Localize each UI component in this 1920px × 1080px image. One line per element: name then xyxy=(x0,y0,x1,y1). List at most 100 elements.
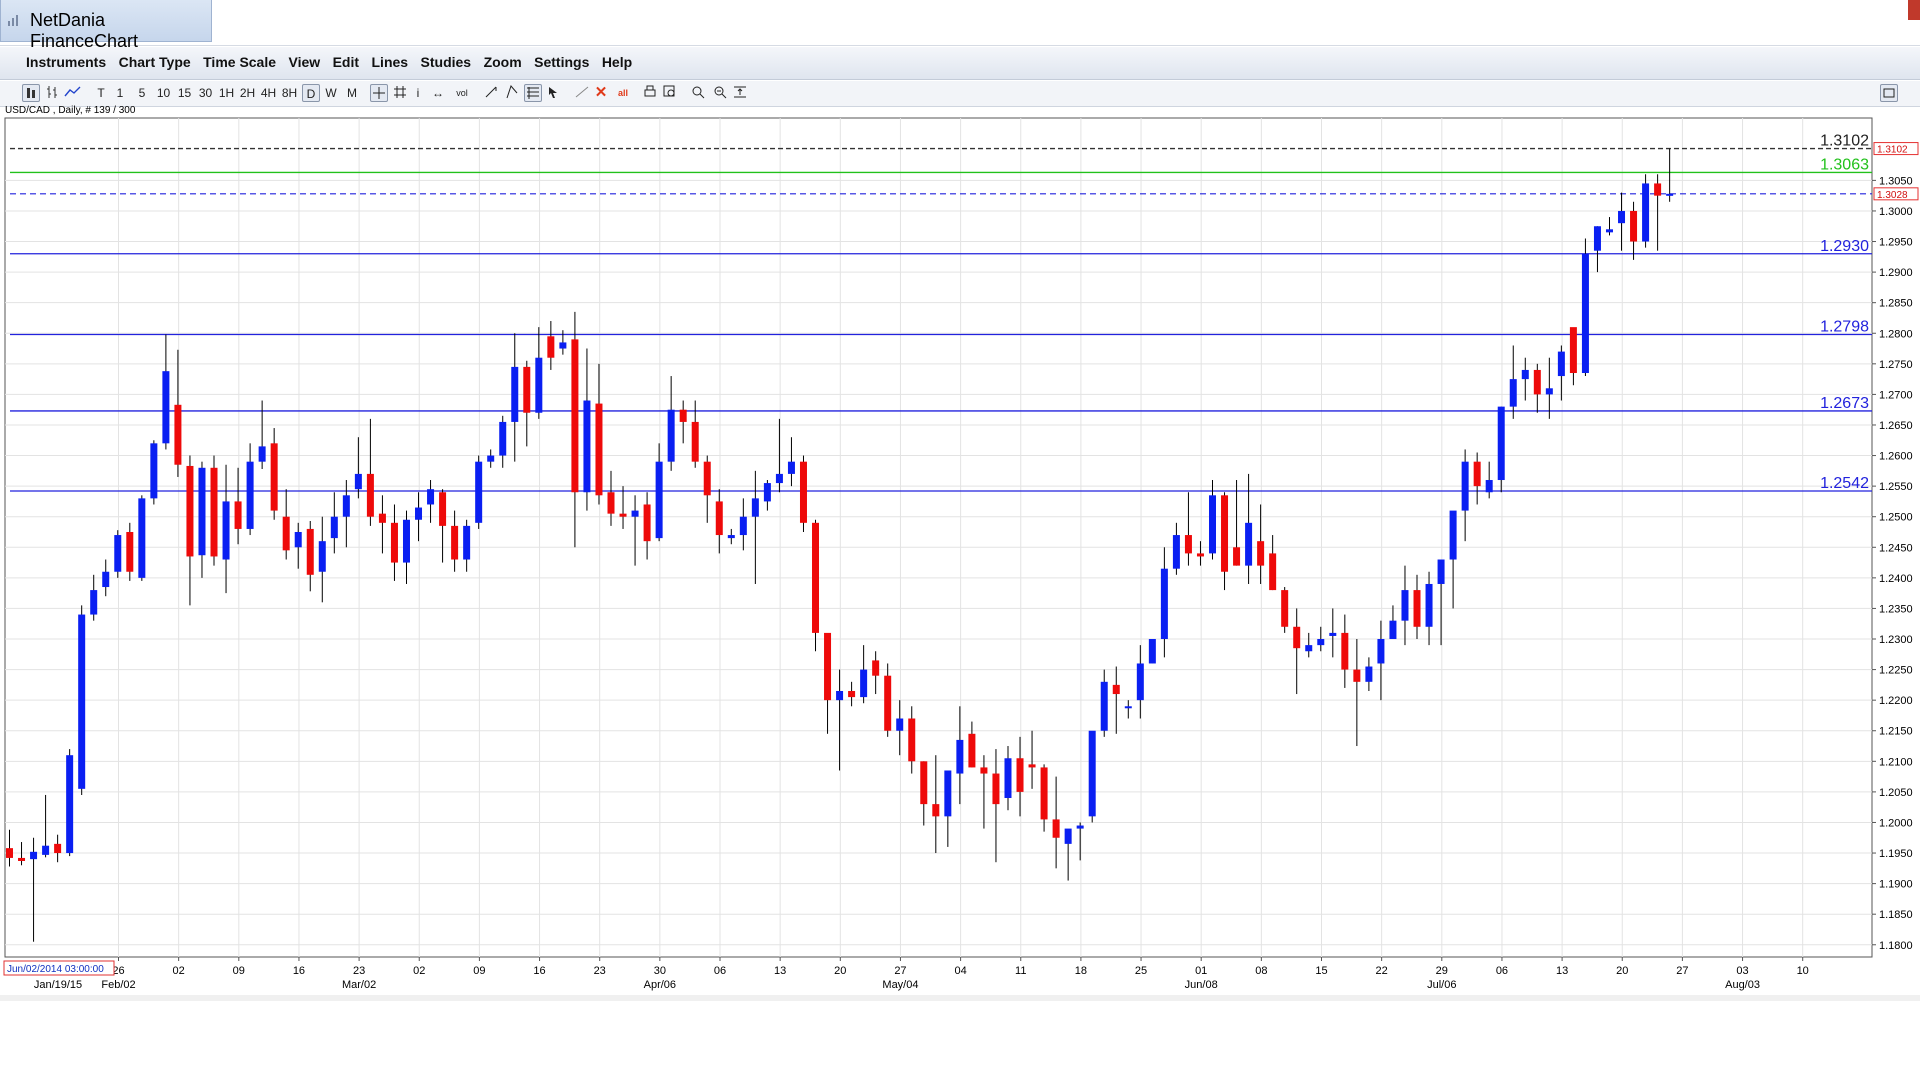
candle-body xyxy=(739,516,747,536)
candle-body xyxy=(872,660,880,676)
candle-body xyxy=(1004,758,1012,799)
tf-15[interactable]: 15 xyxy=(177,86,192,100)
candle-body xyxy=(1209,495,1216,554)
x-tick-label: 15 xyxy=(1315,965,1327,977)
window-close-button[interactable] xyxy=(1908,0,1920,20)
fib-icon[interactable] xyxy=(524,84,542,102)
draw-line-icon[interactable] xyxy=(574,84,590,102)
menu-studies[interactable]: Studies xyxy=(420,54,472,70)
menu-lines[interactable]: Lines xyxy=(371,54,409,70)
candle-body xyxy=(1509,379,1517,407)
candle-body xyxy=(427,489,435,505)
y-tick-label: 1.2900 xyxy=(1879,267,1913,279)
bars-icon[interactable] xyxy=(44,84,60,102)
candle-body xyxy=(102,571,110,588)
chart-area[interactable]: 1.1800 1.1850 1.1900 1.1950 1.2000 1.2050 1.21… xyxy=(0,107,1920,995)
zoom-out-icon[interactable] xyxy=(712,84,728,102)
y-tick-label: 1.2850 xyxy=(1879,298,1913,310)
x-tick-label: 16 xyxy=(533,965,545,977)
candle-body xyxy=(1666,193,1674,196)
y-tick-label: 1.2200 xyxy=(1879,695,1913,707)
candle-body xyxy=(1076,825,1084,829)
menu-view[interactable]: View xyxy=(288,54,321,70)
candle-body xyxy=(1305,645,1313,652)
tf-8h[interactable]: 8H xyxy=(281,86,298,100)
x-tick-label: 10 xyxy=(1797,965,1809,977)
candle-body xyxy=(1160,568,1168,640)
menu-chart-type[interactable]: Chart Type xyxy=(118,54,191,70)
level-label: 1.3063 xyxy=(1820,156,1869,173)
candle-body xyxy=(715,501,723,536)
line-icon[interactable] xyxy=(64,84,82,102)
candle-body xyxy=(992,773,1000,805)
x-tick-label: 09 xyxy=(473,965,485,977)
zoom-window-icon[interactable] xyxy=(662,84,678,102)
candle-body xyxy=(1184,535,1192,554)
candle-body xyxy=(619,513,627,517)
candle-body xyxy=(78,614,86,789)
level-label: 1.3102 xyxy=(1820,133,1869,150)
delete-all-icon[interactable]: all xyxy=(617,88,628,98)
candles-icon[interactable] xyxy=(22,84,40,102)
candle-body xyxy=(451,525,459,560)
print-icon[interactable] xyxy=(642,84,658,102)
cursor-icon[interactable] xyxy=(546,84,560,102)
menu-bar: Instruments Chart Type Time Scale View E… xyxy=(0,47,1920,80)
channel-icon[interactable] xyxy=(504,84,520,102)
candle-body xyxy=(390,522,398,563)
volume-icon[interactable]: vol xyxy=(456,88,468,98)
y-tick-label: 1.1800 xyxy=(1879,940,1913,952)
candle-body xyxy=(944,770,952,817)
candle-body xyxy=(751,498,759,517)
candle-body xyxy=(703,461,711,496)
tf-t[interactable]: T xyxy=(97,86,105,100)
candle-body xyxy=(908,718,916,762)
tf-m[interactable]: M xyxy=(347,86,357,100)
x-tick-label: 09 xyxy=(233,965,245,977)
grid-icon[interactable] xyxy=(392,84,408,102)
price-marker-label: 1.3102 xyxy=(1877,145,1908,156)
x-tick-label: 20 xyxy=(1616,965,1628,977)
menu-edit[interactable]: Edit xyxy=(332,54,360,70)
candle-body xyxy=(1425,583,1433,627)
tf-w[interactable]: W xyxy=(325,86,337,100)
x-tick-label: 23 xyxy=(594,965,606,977)
tf-5[interactable]: 5 xyxy=(138,86,146,100)
x-tick-label: 01 xyxy=(1195,965,1207,977)
candle-body xyxy=(1317,639,1325,646)
tf-1[interactable]: 1 xyxy=(116,86,124,100)
tf-1h[interactable]: 1H xyxy=(218,86,235,100)
y-tick-label: 1.2150 xyxy=(1879,726,1913,738)
candle-body xyxy=(1485,480,1493,493)
tf-10[interactable]: 10 xyxy=(156,86,171,100)
panel-toggle-icon[interactable] xyxy=(1880,84,1898,102)
info-icon[interactable]: i xyxy=(416,86,420,100)
pan-icon[interactable]: ↔ xyxy=(432,86,444,100)
x-tick-label: 11 xyxy=(1015,965,1026,977)
candle-body xyxy=(812,522,820,633)
menu-help[interactable]: Help xyxy=(601,54,633,70)
x-tick-label: 06 xyxy=(714,965,726,977)
zoom-in-icon[interactable] xyxy=(690,84,706,102)
tf-2h[interactable]: 2H xyxy=(239,86,256,100)
price-chart[interactable]: 1.1800 1.1850 1.1900 1.1950 1.2000 1.2050 1.21… xyxy=(0,107,1920,995)
fit-icon[interactable] xyxy=(732,84,748,102)
menu-settings[interactable]: Settings xyxy=(534,54,590,70)
candle-body xyxy=(198,467,206,556)
menu-time-scale[interactable]: Time Scale xyxy=(203,54,277,70)
tf-4h[interactable]: 4H xyxy=(260,86,277,100)
candle-body xyxy=(66,755,74,854)
candle-body xyxy=(1401,590,1409,621)
candle-body xyxy=(1618,210,1626,224)
app-tab[interactable]: NetDania FinanceChart xyxy=(0,0,212,51)
tf-d[interactable]: D xyxy=(302,84,320,102)
menu-instruments[interactable]: Instruments xyxy=(26,54,107,70)
tf-30[interactable]: 30 xyxy=(198,86,213,100)
y-tick-label: 1.2350 xyxy=(1879,603,1913,615)
trendline-icon[interactable] xyxy=(484,84,500,102)
candle-body xyxy=(884,675,892,731)
y-tick-label: 1.2250 xyxy=(1879,665,1913,677)
menu-zoom[interactable]: Zoom xyxy=(483,54,522,70)
delete-icon[interactable]: ✕ xyxy=(594,84,608,101)
crosshair-icon[interactable] xyxy=(370,84,388,102)
